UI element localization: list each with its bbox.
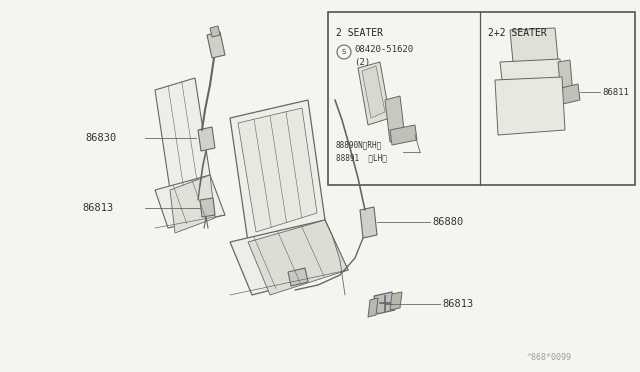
Text: 86830: 86830 bbox=[85, 133, 116, 143]
Polygon shape bbox=[390, 292, 402, 310]
Text: 08420-51620: 08420-51620 bbox=[354, 45, 413, 54]
Text: 86813: 86813 bbox=[442, 299, 473, 309]
Polygon shape bbox=[362, 66, 385, 118]
Text: 86811: 86811 bbox=[602, 87, 629, 96]
Polygon shape bbox=[155, 78, 210, 190]
Polygon shape bbox=[207, 32, 225, 58]
Text: 2 SEATER: 2 SEATER bbox=[336, 28, 383, 38]
Polygon shape bbox=[358, 62, 390, 125]
Text: 2+2 SEATER: 2+2 SEATER bbox=[488, 28, 547, 38]
Text: S: S bbox=[342, 49, 346, 55]
Polygon shape bbox=[200, 198, 215, 217]
Text: 86813: 86813 bbox=[82, 203, 113, 213]
Polygon shape bbox=[510, 28, 558, 62]
Text: 86880: 86880 bbox=[432, 217, 463, 227]
Text: 88891  〈LH〉: 88891 〈LH〉 bbox=[336, 154, 387, 163]
Polygon shape bbox=[374, 292, 395, 314]
Polygon shape bbox=[170, 175, 215, 233]
Polygon shape bbox=[210, 26, 220, 37]
Polygon shape bbox=[495, 77, 565, 135]
Polygon shape bbox=[385, 96, 405, 142]
Polygon shape bbox=[248, 220, 348, 295]
Polygon shape bbox=[500, 59, 562, 80]
Polygon shape bbox=[561, 84, 580, 104]
Polygon shape bbox=[198, 127, 215, 151]
Text: ^868*0099: ^868*0099 bbox=[527, 353, 572, 362]
Polygon shape bbox=[155, 175, 225, 228]
Bar bbox=[328, 12, 635, 185]
Polygon shape bbox=[238, 108, 317, 232]
Polygon shape bbox=[230, 220, 348, 295]
Polygon shape bbox=[230, 100, 325, 242]
Polygon shape bbox=[558, 60, 573, 97]
Polygon shape bbox=[360, 207, 377, 238]
Polygon shape bbox=[368, 298, 378, 317]
Text: (2): (2) bbox=[354, 58, 370, 67]
Polygon shape bbox=[288, 268, 308, 286]
Polygon shape bbox=[390, 125, 417, 145]
Text: 88890N〈RH〉: 88890N〈RH〉 bbox=[336, 141, 382, 150]
